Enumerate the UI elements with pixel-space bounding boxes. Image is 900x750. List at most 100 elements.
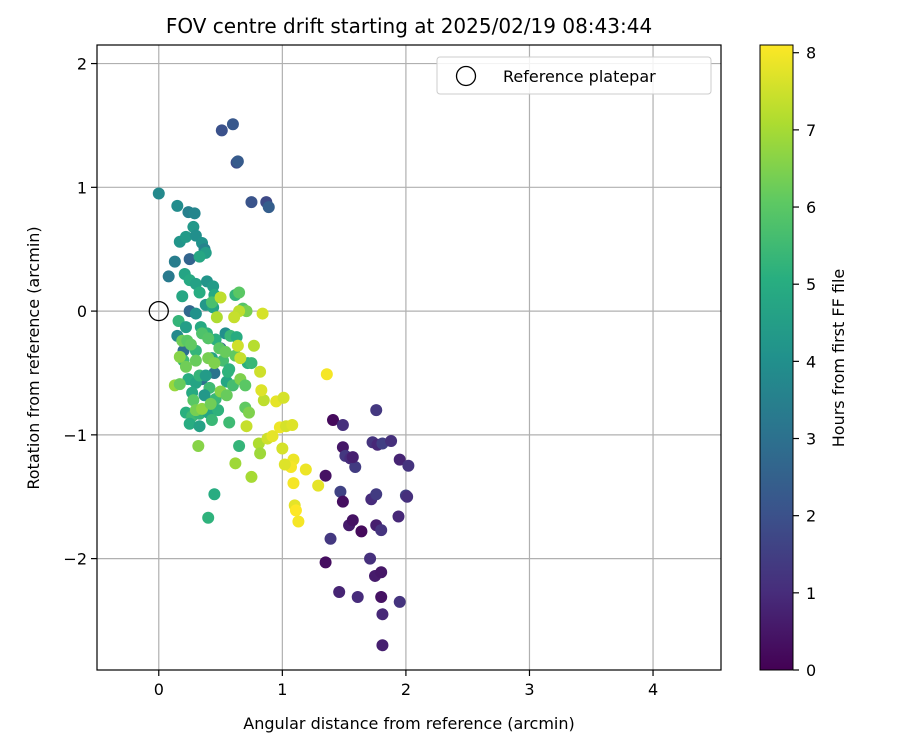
y-axis-label: Rotation from reference (arcmin)	[24, 226, 43, 489]
data-point	[210, 311, 223, 324]
data-point	[193, 286, 206, 299]
data-point	[266, 430, 279, 443]
data-point	[245, 470, 258, 483]
colorbar-ticks: 0 1 2 3 4 5 6 7 8	[793, 44, 816, 680]
colorbar-tick-label: 1	[806, 584, 816, 603]
data-point	[219, 345, 232, 358]
data-point	[215, 124, 228, 137]
data-point	[254, 365, 267, 378]
legend-marker	[455, 65, 477, 87]
plot-frame	[96, 44, 722, 671]
data-point	[375, 566, 388, 579]
y-tick-label: 2	[77, 55, 87, 74]
data-point	[349, 461, 362, 474]
data-point	[346, 451, 359, 464]
data-point	[231, 339, 244, 352]
data-point	[152, 187, 165, 200]
data-point	[239, 379, 252, 392]
data-point	[204, 397, 217, 410]
data-point	[375, 524, 388, 537]
data-point	[319, 556, 332, 569]
data-point	[188, 207, 201, 220]
colorbar-tick-label: 4	[806, 352, 816, 371]
data-point	[242, 406, 255, 419]
data-point	[299, 463, 312, 476]
data-point	[336, 418, 349, 431]
data-point	[255, 384, 268, 397]
y-tick-label: 1	[77, 178, 87, 197]
data-point	[193, 250, 206, 263]
y-axis-ticks: −2 −1 0 1 2	[63, 55, 97, 569]
data-point	[198, 389, 211, 402]
data-point	[276, 442, 289, 455]
colorbar-tick-label: 5	[806, 275, 816, 294]
data-point	[334, 485, 347, 498]
data-point	[289, 504, 302, 517]
x-tick-label: 0	[154, 680, 164, 699]
data-point	[256, 307, 269, 320]
data-point	[245, 196, 258, 209]
data-point	[184, 338, 197, 351]
legend-label: Reference platepar	[503, 67, 656, 86]
x-tick-label: 1	[277, 680, 287, 699]
data-point	[320, 368, 333, 381]
data-point	[179, 321, 192, 334]
data-point	[364, 552, 377, 565]
chart-title: FOV centre drift starting at 2025/02/19 …	[166, 14, 652, 38]
data-point	[375, 590, 388, 603]
data-point	[240, 420, 253, 433]
data-point	[287, 477, 300, 490]
data-point	[214, 291, 227, 304]
data-point	[393, 453, 406, 466]
data-point	[208, 488, 221, 501]
data-point	[229, 457, 242, 470]
data-point	[202, 332, 215, 345]
data-point	[234, 352, 247, 365]
reference-marker	[148, 300, 169, 322]
data-point	[173, 350, 186, 363]
data-point	[192, 439, 205, 452]
data-point	[173, 378, 186, 391]
data-point	[193, 420, 206, 433]
data-point	[402, 459, 415, 472]
colorbar-gradient	[759, 44, 794, 671]
data-point	[333, 586, 346, 599]
data-point	[183, 417, 196, 430]
data-point	[247, 339, 260, 352]
x-tick-label: 4	[648, 680, 658, 699]
data-point	[393, 595, 406, 608]
data-point	[168, 255, 181, 268]
data-point	[277, 391, 290, 404]
colorbar-label: Hours from first FF file	[829, 269, 848, 448]
data-point	[189, 354, 202, 367]
x-tick-label: 2	[401, 680, 411, 699]
data-point	[385, 435, 398, 448]
x-axis-label: Angular distance from reference (arcmin)	[243, 714, 574, 733]
data-point	[221, 365, 234, 378]
colorbar-tick-label: 6	[806, 198, 816, 217]
data-point	[189, 307, 202, 320]
data-point	[370, 404, 383, 417]
data-point	[233, 439, 246, 452]
data-point	[351, 590, 364, 603]
data-point	[278, 458, 291, 471]
x-tick-label: 3	[524, 680, 534, 699]
y-tick-label: −1	[63, 426, 87, 445]
data-point	[292, 515, 305, 528]
data-point	[228, 311, 241, 324]
data-point	[187, 394, 200, 407]
y-tick-label: −2	[63, 550, 87, 569]
data-point	[370, 488, 383, 501]
data-point	[171, 199, 184, 212]
colorbar-tick-label: 0	[806, 661, 816, 680]
reference-point	[148, 300, 169, 322]
data-point	[401, 490, 414, 503]
data-point	[223, 416, 236, 429]
y-tick-label: 0	[77, 302, 87, 321]
data-point	[231, 155, 244, 168]
data-point	[286, 418, 299, 431]
grid-lines	[97, 45, 721, 670]
data-point	[312, 479, 325, 492]
data-points	[152, 118, 415, 652]
